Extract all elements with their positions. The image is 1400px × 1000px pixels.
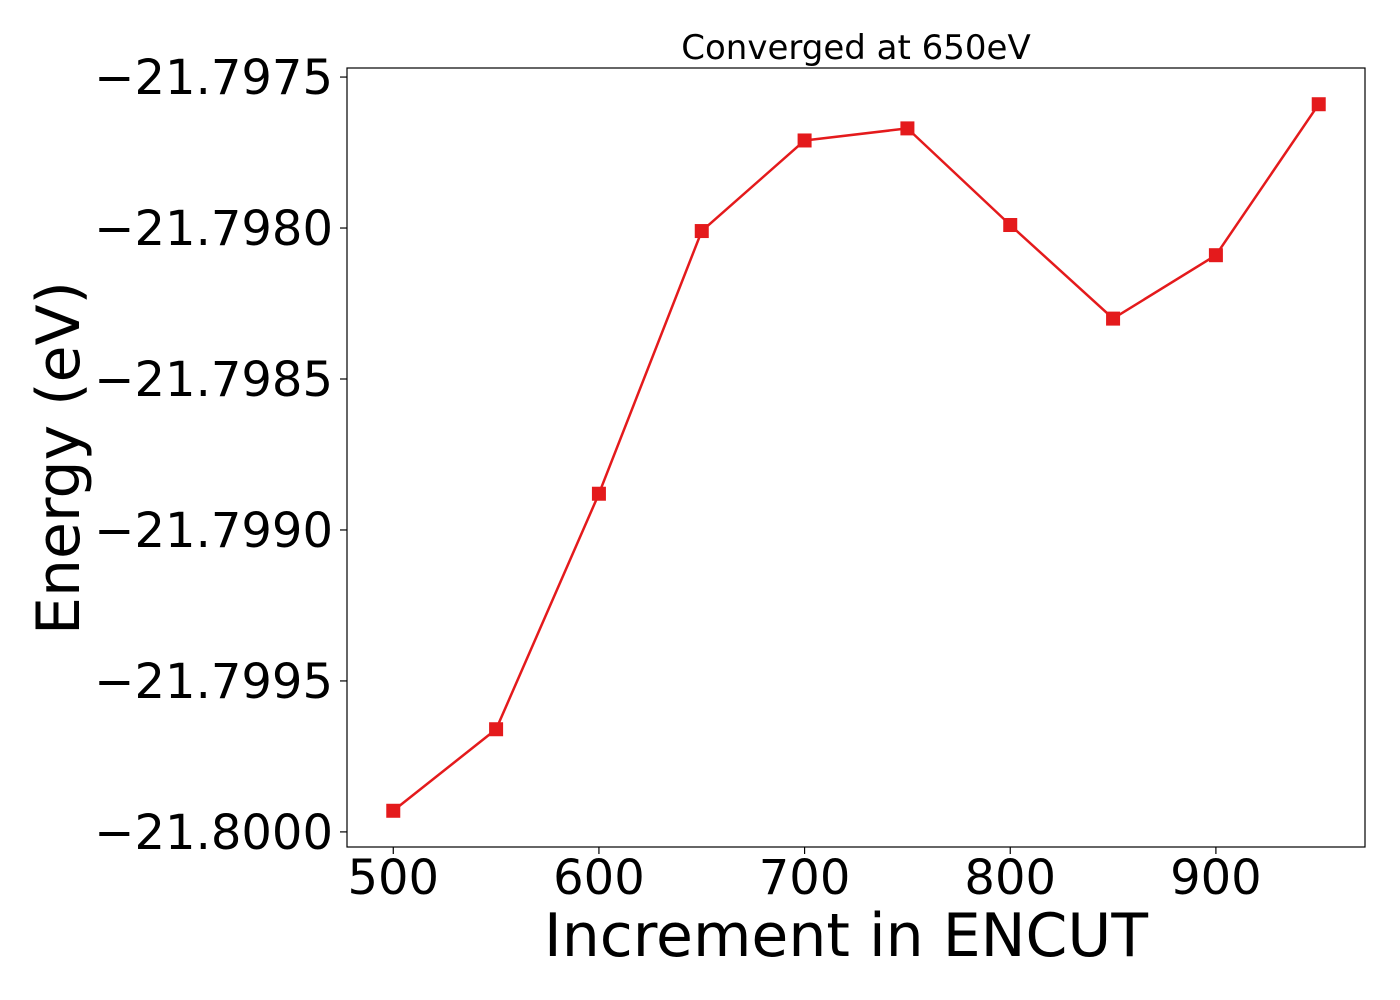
x-tick-label: 700 [759, 850, 851, 906]
x-tick-label: 800 [964, 850, 1056, 906]
series-line [392, 103, 1320, 812]
y-tick-label: −21.7985 [94, 352, 333, 408]
x-tick-label: 900 [1170, 850, 1262, 906]
data-point-marker [386, 803, 401, 818]
x-tick-label: 500 [347, 850, 439, 906]
chart-title: Converged at 650eV [681, 28, 1030, 68]
data-point-marker [1208, 248, 1223, 263]
x-tick-label: 600 [553, 850, 645, 906]
y-axis-ticks: −21.8000 −21.7995 −21.7990 −21.7985 −21.7980… [94, 50, 347, 861]
data-point-marker [1003, 218, 1018, 233]
data-point-marker [1311, 97, 1326, 112]
y-tick-label: −21.7980 [94, 201, 333, 257]
data-point-marker [900, 121, 915, 136]
y-tick-label: −21.7975 [94, 50, 333, 106]
y-tick-label: −21.7995 [94, 654, 333, 710]
series-layer [386, 97, 1326, 818]
x-axis-ticks: 500 600 700 800 900 [347, 847, 1262, 906]
data-point-marker [797, 133, 812, 148]
plot-area-frame [346, 67, 1366, 848]
data-point-marker [489, 722, 504, 737]
data-point-marker [694, 224, 709, 239]
x-axis-label: Increment in ENCUT [544, 901, 1148, 971]
y-axis-label: Energy (eV) [24, 281, 94, 635]
y-tick-label: −21.7990 [94, 503, 333, 559]
y-tick-label: −21.8000 [94, 805, 333, 861]
data-point-marker [591, 486, 606, 501]
data-point-marker [1106, 311, 1121, 326]
